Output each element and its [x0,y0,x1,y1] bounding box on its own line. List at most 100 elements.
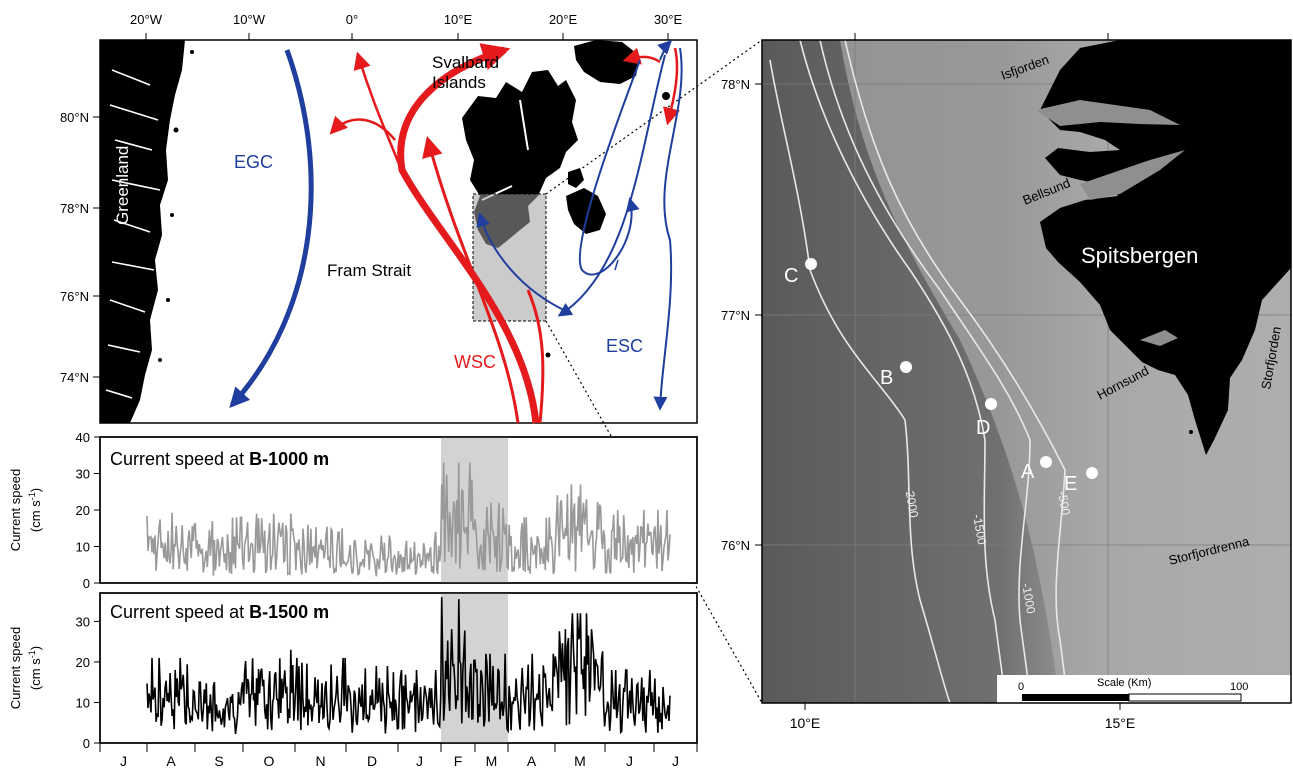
chart-bottom-yunit-pre: (cm s [28,658,43,690]
chart-top-series [146,462,671,577]
chart-bottom-yunit-post: ) [28,646,43,650]
month-label: J [120,753,127,769]
detail-lat-tick: 78°N [721,77,750,92]
contour-1500 [799,39,1006,704]
month-label: M [574,753,586,769]
y-tick-label: 20 [76,503,90,518]
wsc-arrows [329,43,680,424]
overview-lat-tick: 78°N [60,201,89,216]
stations: C B D A E [784,258,1098,495]
greenland-islands [158,50,194,362]
egc-label: EGC [234,152,273,172]
station-label-d: D [976,417,990,439]
barentsoya [568,168,584,188]
month-label: J [672,753,679,769]
y-tick-label: 20 [76,655,90,670]
month-label: S [214,753,223,769]
spitsbergen-land [1040,40,1291,455]
scale-min: 0 [1018,681,1024,693]
greenland-label: Greenland [113,146,132,225]
chart-top-y-axis: 0 10 20 30 40 [76,430,100,591]
month-label: N [315,753,325,769]
chart-top-ylabel: Current speed [8,469,23,551]
chart-bottom-title-bold: B-1500 m [249,602,329,622]
station-c [805,258,817,270]
zoom-line-bottom [545,320,763,704]
y-tick-label: 0 [83,576,90,591]
edgeoya [566,188,606,234]
chart-top-yunit-pre: (cm s [28,500,43,532]
y-tick-label: 10 [76,540,90,555]
overview-lat-tick: 76°N [60,289,89,304]
station-d [985,398,997,410]
detail-lon-tick: 15°E [1105,715,1136,731]
chart-top-yunit-post: ) [28,488,43,492]
contour-label: -500 [1055,490,1073,516]
detail-map: -2000 -1500 -1000 -500 C B D A E Isfjord… [721,33,1292,731]
bellsund-fjord [1080,150,1185,200]
chart-top-yunit-exp: -1 [27,492,37,500]
scale-segment-black [1022,694,1129,701]
overview-lon-tick: 20°W [130,12,163,27]
chart-bottom-title: Current speed at B-1500 m [110,602,329,622]
chart-bottom-title-prefix: Current speed at [110,602,249,622]
detail-lon-axis: 10°E 15°E [790,33,1136,731]
chart-top-title-prefix: Current speed at [110,449,249,469]
chart-top-title: Current speed at B-1000 m [110,449,329,469]
chart-bottom-series [146,597,671,735]
overview-lon-tick: 10°W [233,12,266,27]
svalbard-label-line2: Islands [432,73,486,92]
contour-2000 [769,59,951,704]
wsc-label: WSC [454,352,496,372]
y-tick-label: 30 [76,467,90,482]
month-label: D [367,753,377,769]
contour-1000 [819,39,1031,704]
month-label: J [416,753,423,769]
chart-bottom-ylabel: Current speed [8,627,23,709]
contour-label: -2000 [902,486,921,519]
detail-lat-tick: 76°N [721,538,750,553]
station-e [1086,467,1098,479]
detail-lat-axis: 78°N 77°N 76°N [721,77,762,553]
depth-contours [769,39,1069,704]
detail-map-frame [761,39,1292,704]
kong-karls-land [662,92,670,100]
spitsbergen-label: Spitsbergen [1081,243,1198,268]
month-label: A [166,753,176,769]
detail-lon-tick: 10°E [790,715,821,731]
chart-bottom-y-axis: 0 10 20 30 [76,614,100,751]
small-island [1189,430,1193,434]
overview-lon-tick: 30°E [654,12,683,27]
contour-label: -1000 [1019,582,1038,615]
month-label: F [454,753,463,769]
bear-island [545,352,551,358]
chart-top-yunit: (cm s-1) [27,488,43,532]
contour-500 [844,39,1069,704]
overview-lon-tick: 20°E [549,12,578,27]
y-tick-label: 10 [76,695,90,710]
station-label-e: E [1064,473,1077,495]
overview-map: Greenland Svalbard Islands EGC Fram Stra… [60,12,763,704]
svalbard-fjord-wijde [519,99,529,151]
station-label-c: C [784,265,798,287]
series-line [146,597,671,735]
greenland-land [100,40,185,423]
overview-lat-axis: 80°N 78°N 76°N 74°N [60,110,100,385]
chart-bottom: Current speed at B-1500 m 0 10 20 30 Curren… [8,592,698,751]
scale-max: 100 [1230,681,1248,693]
overview-lon-tick: 0° [346,12,358,27]
chart-top-title-bold: B-1000 m [249,449,329,469]
zoom-line-top [545,39,763,195]
isfjorden-fjord [1036,100,1180,126]
contour-labels: -2000 -1500 -1000 -500 [902,486,1073,615]
chart-top: Current speed at B-1000 m 0 10 20 30 40 Curr… [8,430,698,591]
scale-title: Scale (Km) [1097,677,1151,689]
month-label: M [486,753,498,769]
scale-bar: Scale (Km) 0 100 [997,675,1291,703]
greenland-fjords [105,69,161,399]
month-label: O [264,753,275,769]
y-tick-label: 40 [76,430,90,445]
scale-segment-white [1128,693,1242,702]
station-b [900,361,912,373]
fram-strait-label: Fram Strait [327,261,411,280]
